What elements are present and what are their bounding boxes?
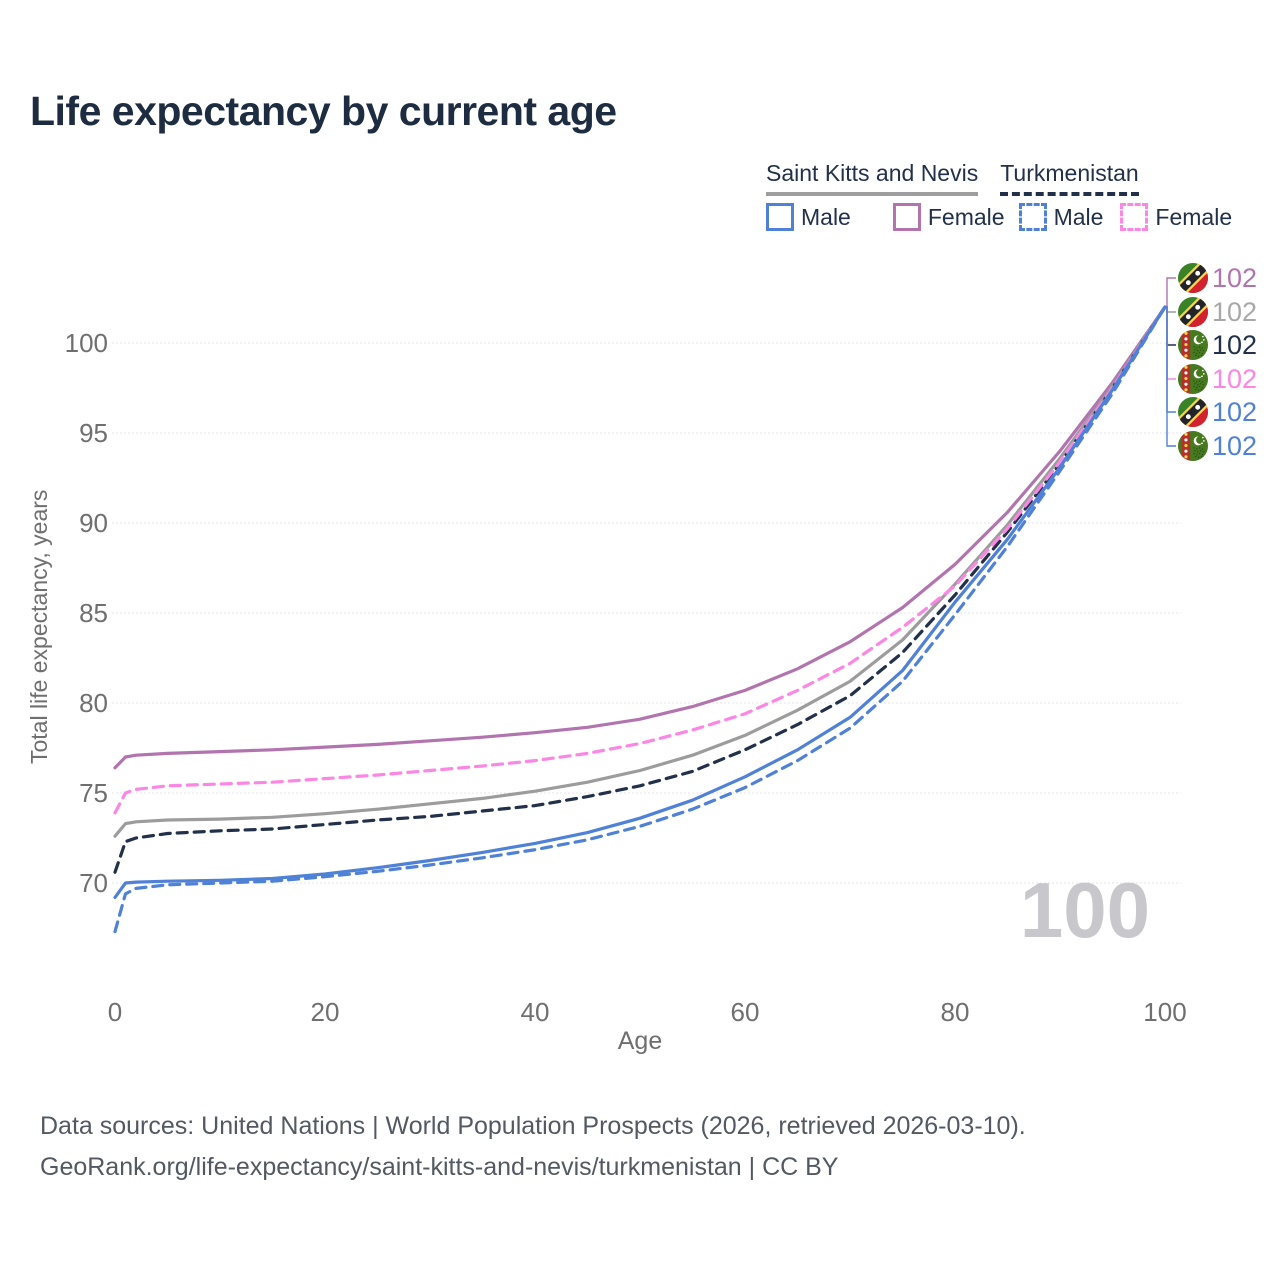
end-value-label: 102 [1212, 263, 1257, 293]
end-value-label: 102 [1212, 330, 1257, 360]
solid-female-swatch-icon [892, 203, 921, 231]
series-line-skn-male[interactable] [113, 305, 1167, 900]
legend-item-label: Male [801, 203, 851, 230]
end-value-label: 102 [1212, 431, 1257, 461]
x-tick-label: 0 [108, 997, 122, 1027]
series-line-skn-total[interactable] [113, 305, 1167, 838]
x-tick-label: 80 [941, 997, 970, 1027]
legend-group-saint-kitts-and-nevis[interactable]: Saint Kitts and Nevis [766, 160, 979, 196]
dashed-female-swatch-icon [1120, 203, 1149, 231]
series-line-tm-total[interactable] [113, 305, 1167, 874]
legend-item-skn-male[interactable]: Male [766, 203, 851, 231]
legend-item-tm-male[interactable]: Male [1018, 203, 1104, 231]
y-tick-label: 85 [79, 598, 108, 628]
legend-item-label: Female [927, 203, 1005, 230]
series-line-tm-male[interactable] [113, 305, 1167, 934]
data-sources-text: Data sources: United Nations | World Pop… [40, 1112, 1026, 1140]
y-tick-label: 70 [79, 868, 108, 898]
legend-group-turkmenistan[interactable]: Turkmenistan [1000, 160, 1139, 196]
x-tick-label: 40 [521, 997, 550, 1027]
hovered-age-watermark: 100 [1019, 866, 1150, 954]
x-tick-label: 100 [1143, 997, 1186, 1027]
legend-items: Male Female Male Female [766, 203, 1232, 231]
y-tick-label: 90 [79, 508, 108, 538]
legend-item-label: Male [1053, 203, 1104, 230]
dashed-male-swatch-icon [1018, 203, 1047, 231]
end-value-label: 102 [1212, 364, 1257, 394]
footer: Data sources: United Nations | World Pop… [40, 1106, 1026, 1188]
legend-item-tm-female[interactable]: Female [1120, 203, 1232, 231]
series-line-tm-female[interactable] [113, 305, 1167, 815]
solid-male-swatch-icon [766, 203, 794, 231]
series-line-skn-female[interactable] [113, 305, 1167, 770]
x-tick-label: 20 [311, 997, 340, 1027]
flag-icon-tm [1178, 431, 1208, 461]
source-url-text: GeoRank.org/life-expectancy/saint-kitts-… [40, 1153, 839, 1181]
y-tick-label: 100 [65, 328, 108, 358]
x-tick-label: 60 [731, 997, 760, 1027]
plot-area[interactable] [112, 262, 1181, 962]
leader-line [1165, 306, 1176, 447]
end-value-label: 102 [1212, 297, 1257, 327]
end-value-label: 102 [1212, 397, 1257, 427]
flag-icon-tm [1178, 364, 1208, 394]
page-title: Life expectancy by current age [30, 88, 617, 134]
y-tick-label: 80 [79, 688, 108, 718]
legend-groups: Saint Kitts and Nevis Turkmenistan [766, 160, 1139, 196]
legend-item-skn-female[interactable]: Female [892, 203, 1005, 231]
flag-icon-tm [1178, 330, 1208, 360]
y-tick-label: 75 [79, 778, 108, 808]
x-axis-title: Age [617, 1027, 663, 1055]
legend-item-label: Female [1155, 203, 1233, 230]
y-tick-label: 95 [79, 418, 108, 448]
